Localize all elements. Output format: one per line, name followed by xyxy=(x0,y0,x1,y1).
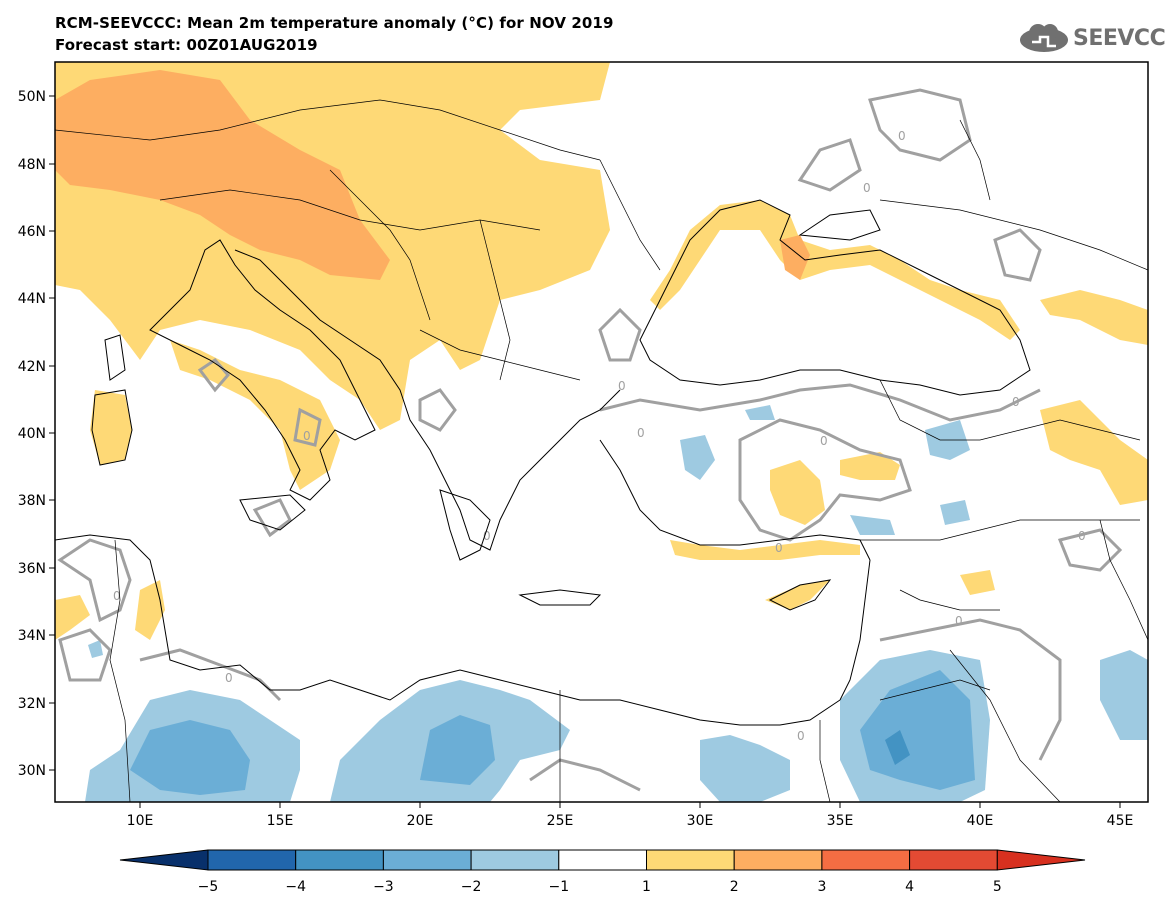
lat-label: 38N xyxy=(18,493,46,509)
colorbar-label: 1 xyxy=(642,879,651,895)
lon-label: 35E xyxy=(827,813,854,829)
warm-region-east-anatolia xyxy=(840,452,900,480)
warm-region-italy-coast xyxy=(170,340,340,490)
contour-label: 0 xyxy=(775,541,783,555)
colorbar-label: 3 xyxy=(817,879,826,895)
zero-contours xyxy=(57,88,1123,792)
cloud-logo-icon xyxy=(1020,24,1068,52)
warm-region-caucasus xyxy=(1040,290,1148,345)
colorbar-segment xyxy=(909,849,998,871)
cold-region-jordan-core xyxy=(860,670,975,790)
logo-text: SEEVCCC xyxy=(1073,26,1165,51)
colorbar-arrow-low xyxy=(119,849,209,871)
colorbar-segment xyxy=(821,849,911,871)
contour-label: 0 xyxy=(1078,529,1086,543)
contour-label: 0 xyxy=(797,729,805,743)
anomaly-field: 0 0 0 0 0 0 0 0 0 0 0 0 0 0 xyxy=(55,62,1148,802)
warm-region-syria xyxy=(960,570,995,595)
cold-region-anatolia-se xyxy=(850,515,895,535)
lon-label: 25E xyxy=(547,813,574,829)
colorbar-labels: −5 −4 −3 −2 −1 1 2 3 4 5 xyxy=(198,879,1002,895)
lat-label: 32N xyxy=(18,696,46,712)
colorbar-segment xyxy=(382,849,472,871)
cold-region-tunisia xyxy=(88,640,103,658)
lat-ticks xyxy=(49,95,55,771)
lat-label: 42N xyxy=(18,359,46,375)
colorbar-label: −3 xyxy=(373,879,394,895)
colorbar-label: −1 xyxy=(548,879,569,895)
colorbar-segment xyxy=(295,849,384,871)
colorbar-label: 2 xyxy=(730,879,739,895)
lat-labels: 50N 48N 46N 44N 42N 40N 38N 36N 34N 32N … xyxy=(18,89,46,779)
lon-labels: 10E 15E 20E 25E 30E 35E 40E 45E xyxy=(127,813,1134,829)
cold-region-nile xyxy=(700,735,790,802)
lon-label: 45E xyxy=(1107,813,1134,829)
contour-label: 0 xyxy=(618,379,626,393)
lat-label: 30N xyxy=(18,763,46,779)
contour-label: 0 xyxy=(1012,395,1020,409)
country-borders xyxy=(55,99,1148,802)
warm-region-cyprus xyxy=(765,580,830,610)
colorbar-label: −2 xyxy=(461,879,482,895)
contour-label: 0 xyxy=(113,589,121,603)
lon-label: 15E xyxy=(267,813,294,829)
warm-region-alps xyxy=(55,70,390,280)
lat-label: 40N xyxy=(18,426,46,442)
map-title: RCM-SEEVCCC: Mean 2m temperature anomaly… xyxy=(55,14,614,32)
colorbar-label: 4 xyxy=(905,879,914,895)
cold-region-iraq xyxy=(1100,650,1148,740)
seevccc-logo: SEEVCCC xyxy=(1018,22,1165,56)
contour-label: 0 xyxy=(820,434,828,448)
lon-label: 10E xyxy=(127,813,154,829)
coastlines xyxy=(55,199,1031,726)
cold-region-anatolia-sw xyxy=(940,500,970,525)
warm-region-tunisia xyxy=(55,595,90,640)
lat-label: 44N xyxy=(18,291,46,307)
contour-label: 0 xyxy=(303,429,311,443)
colorbar-label: −5 xyxy=(198,879,219,895)
colorbar-segment xyxy=(558,849,647,871)
lat-label: 36N xyxy=(18,561,46,577)
colorbar-segment xyxy=(207,849,297,871)
cold-region-central-anatolia xyxy=(745,405,775,420)
map-frame xyxy=(54,61,1149,803)
warm-region-east-turkey xyxy=(1040,400,1148,505)
contour-label: 0 xyxy=(955,614,963,628)
cold-region-west-anatolia xyxy=(680,435,715,480)
warm-region-south-turkey-coast xyxy=(670,540,860,560)
contour-label: 0 xyxy=(225,671,233,685)
lon-label: 30E xyxy=(687,813,714,829)
lat-label: 46N xyxy=(18,224,46,240)
cold-region-libya-core xyxy=(130,720,250,795)
contour-label: 0 xyxy=(898,129,906,143)
lon-label: 20E xyxy=(407,813,434,829)
warm-region-libya-coast xyxy=(135,580,165,640)
lat-label: 34N xyxy=(18,628,46,644)
lat-label: 50N xyxy=(18,89,46,105)
forecast-start: Forecast start: 00Z01AUG2019 xyxy=(55,36,318,54)
colorbar-segment xyxy=(733,849,823,871)
contour-label: 0 xyxy=(863,181,871,195)
colorbar-segment xyxy=(470,849,560,871)
colorbar-segment xyxy=(646,849,735,871)
colorbar xyxy=(119,849,1086,871)
warm-region-black-sea-north xyxy=(650,200,1020,340)
cold-region-egypt-west-core xyxy=(420,715,495,785)
contour-label: 0 xyxy=(483,529,491,543)
cold-region-jordan-deep xyxy=(885,730,910,765)
contour-label: 0 xyxy=(637,426,645,440)
colorbar-arrow-high xyxy=(996,849,1086,871)
lon-ticks xyxy=(139,802,1121,808)
warm-region-central-anatolia xyxy=(770,460,825,525)
warm-region-sardinia xyxy=(90,390,132,465)
lat-label: 48N xyxy=(18,157,46,173)
lon-label: 40E xyxy=(967,813,994,829)
colorbar-label: 5 xyxy=(993,879,1002,895)
colorbar-label: −4 xyxy=(285,879,306,895)
